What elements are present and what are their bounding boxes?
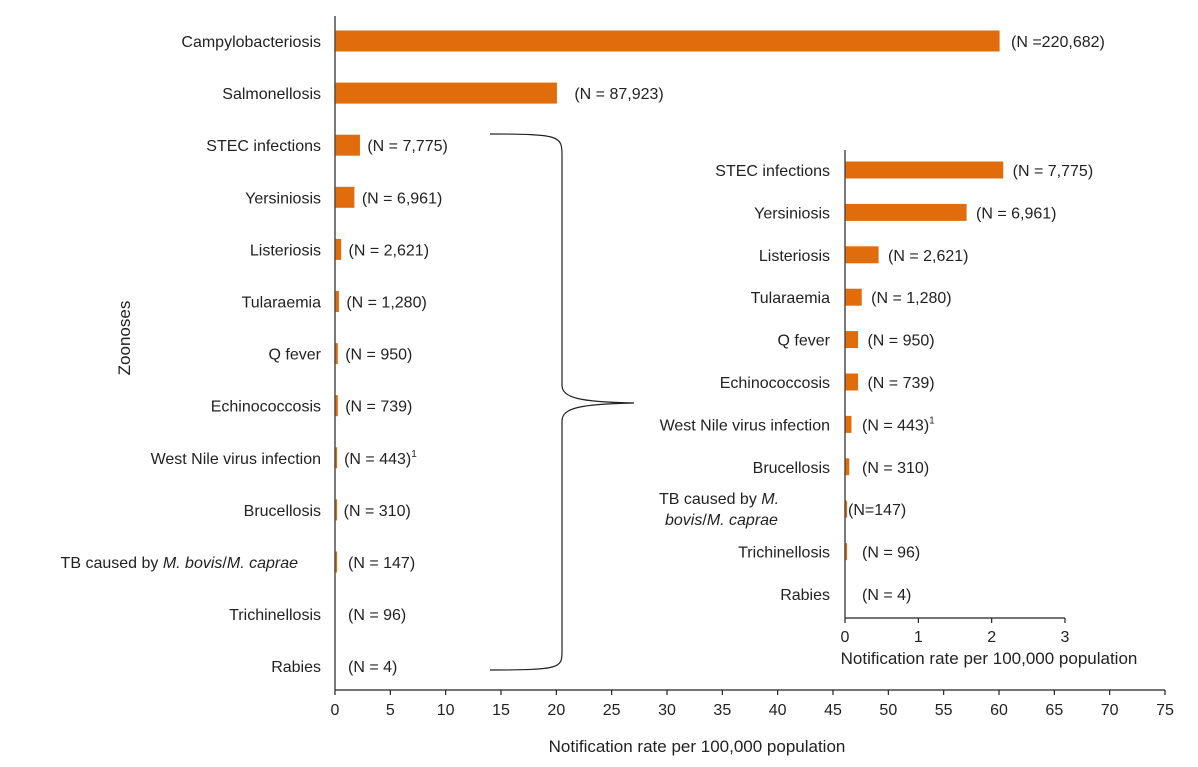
main-x-tick-label: 15 xyxy=(492,702,510,719)
main-n-label-brucellosis: (N = 310) xyxy=(344,503,411,520)
main-chart: 0 5 10 15 20 25 30 35 40 45 50 55 60 65 70 75Campylobac… xyxy=(61,16,1174,756)
main-bar-stec-infections xyxy=(335,134,360,156)
main-n-label-stec-infections: (N = 7,775) xyxy=(367,138,447,155)
main-category-label-rabies: Rabies xyxy=(271,659,321,676)
main-bar-brucellosis xyxy=(335,499,338,521)
inset-x-axis-title: Notification rate per 100,000 population xyxy=(841,649,1138,668)
main-category-label-tularaemia: Tularaemia xyxy=(242,295,322,312)
main-bar-salmonellosis xyxy=(335,82,557,104)
main-x-tick-label: 10 xyxy=(437,702,455,719)
inset-chart: 0 1 2 3 STEC infections (N = 7,775) Yersiniosi… xyxy=(659,150,1137,668)
inset-category-label-tb-caused-by-m-bovis-m-caprae: TB caused by M. bovis/M. caprae xyxy=(659,491,779,529)
inset-category-label-listeriosis: Listeriosis xyxy=(759,248,830,265)
main-x-tick-label: 45 xyxy=(824,702,842,719)
inset-n-label-trichinellosis: (N = 96) xyxy=(862,545,920,562)
main-bar-echinococcosis xyxy=(335,395,338,417)
main-category-label-listeriosis: Listeriosis xyxy=(250,242,321,259)
main-bar-yersiniosis xyxy=(335,186,355,208)
inset-x-tick-label: 1 xyxy=(914,629,923,646)
main-bar-listeriosis xyxy=(335,238,342,260)
main-bar-west-nile-virus-infection xyxy=(335,447,338,469)
main-category-label-yersiniosis: Yersiniosis xyxy=(245,190,321,207)
inset-category-label-yersiniosis: Yersiniosis xyxy=(754,205,830,222)
main-category-label-echinococcosis: Echinococcosis xyxy=(211,399,321,416)
main-x-tick-label: 75 xyxy=(1156,702,1174,719)
inset-category-label-tularaemia: Tularaemia xyxy=(751,290,831,307)
inset-category-label-q-fever: Q fever xyxy=(778,333,831,350)
main-category-label-q-fever: Q fever xyxy=(269,347,322,364)
main-x-tick-label: 35 xyxy=(713,702,731,719)
inset-bar-stec-infections xyxy=(845,161,1004,179)
main-x-tick-label: 65 xyxy=(1045,702,1063,719)
inset-category-label-west-nile-virus-infection: West Nile virus infection xyxy=(660,417,830,434)
main-x-tick-label: 50 xyxy=(879,702,897,719)
main-category-label-trichinellosis: Trichinellosis xyxy=(229,607,321,624)
main-x-tick-label: 30 xyxy=(658,702,676,719)
inset-bar-q-fever xyxy=(845,331,859,349)
inset-n-label-rabies: (N = 4) xyxy=(862,587,911,604)
inset-bar-brucellosis xyxy=(845,458,850,476)
inset-category-label-echinococcosis: Echinococcosis xyxy=(720,375,830,392)
inset-bar-echinococcosis xyxy=(845,373,859,391)
main-n-label-trichinellosis: (N = 96) xyxy=(348,607,406,624)
main-n-label-yersiniosis: (N = 6,961) xyxy=(362,190,442,207)
main-x-tick-label: 55 xyxy=(935,702,953,719)
inset-n-label-q-fever: (N = 950) xyxy=(867,333,934,350)
main-category-label-salmonellosis: Salmonellosis xyxy=(222,86,321,103)
inset-bar-listeriosis xyxy=(845,246,879,264)
main-category-label-stec-infections: STEC infections xyxy=(206,138,321,155)
main-bar-tb-caused-by-m-bovis-m-caprae xyxy=(335,551,338,573)
main-y-axis-title: Zoonoses xyxy=(115,301,134,376)
inset-n-label-west-nile-virus-infection: (N = 443)1 xyxy=(862,415,935,434)
main-x-tick-label: 0 xyxy=(331,702,340,719)
main-x-axis-title: Notification rate per 100,000 population xyxy=(549,737,846,756)
inset-bar-tularaemia xyxy=(845,288,862,306)
main-n-label-echinococcosis: (N = 739) xyxy=(345,399,412,416)
main-n-label-q-fever: (N = 950) xyxy=(345,347,412,364)
inset-x-tick-label: 0 xyxy=(841,629,850,646)
main-n-label-tularaemia: (N = 1,280) xyxy=(346,295,426,312)
inset-n-label-tb-caused-by-m-bovis-m-caprae: (N=147) xyxy=(848,502,906,519)
main-n-label-tb-caused-by-m-bovis-m-caprae: (N = 147) xyxy=(348,555,415,572)
inset-n-label-tularaemia: (N = 1,280) xyxy=(871,290,951,307)
main-category-label-campylobacteriosis: Campylobacteriosis xyxy=(181,34,321,51)
inset-n-label-listeriosis: (N = 2,621) xyxy=(888,248,968,265)
main-n-label-rabies: (N = 4) xyxy=(348,659,397,676)
main-bar-campylobacteriosis xyxy=(335,30,1000,52)
inset-category-label-trichinellosis: Trichinellosis xyxy=(738,545,830,562)
main-x-tick-label: 20 xyxy=(547,702,565,719)
main-x-tick-label: 5 xyxy=(386,702,395,719)
inset-n-label-echinococcosis: (N = 739) xyxy=(867,375,934,392)
main-n-label-listeriosis: (N = 2,621) xyxy=(349,242,429,259)
main-category-label-tb-caused-by-m-bovis-m-caprae: TB caused by M. bovis/M. caprae xyxy=(61,555,299,572)
main-x-tick-label: 25 xyxy=(603,702,621,719)
main-category-label-west-nile-virus-infection: West Nile virus infection xyxy=(151,451,321,468)
main-category-label-brucellosis: Brucellosis xyxy=(244,503,321,520)
main-n-label-west-nile-virus-infection: (N = 443)1 xyxy=(344,449,417,468)
inset-n-label-stec-infections: (N = 7,775) xyxy=(1013,163,1093,180)
inset-x-tick-label: 2 xyxy=(987,629,996,646)
inset-category-label-rabies: Rabies xyxy=(780,587,830,604)
curly-brace xyxy=(489,133,635,671)
main-x-tick-label: 70 xyxy=(1101,702,1119,719)
inset-n-label-yersiniosis: (N = 6,961) xyxy=(976,205,1056,222)
main-n-label-campylobacteriosis: (N =220,682) xyxy=(1011,34,1105,51)
inset-bar-trichinellosis xyxy=(845,543,848,561)
main-x-tick-label: 40 xyxy=(769,702,787,719)
inset-x-tick-label: 3 xyxy=(1061,629,1070,646)
inset-category-label-brucellosis: Brucellosis xyxy=(753,460,830,477)
inset-category-label-stec-infections: STEC infections xyxy=(715,163,830,180)
inset-bar-west-nile-virus-infection xyxy=(845,415,852,433)
inset-bar-tb-caused-by-m-bovis-m-caprae xyxy=(845,500,848,518)
main-bar-q-fever xyxy=(335,343,338,365)
inset-n-label-brucellosis: (N = 310) xyxy=(862,460,929,477)
inset-bar-yersiniosis xyxy=(845,203,967,221)
main-bar-tularaemia xyxy=(335,291,339,312)
main-x-tick-label: 60 xyxy=(990,702,1008,719)
main-n-label-salmonellosis: (N = 87,923) xyxy=(574,86,663,103)
